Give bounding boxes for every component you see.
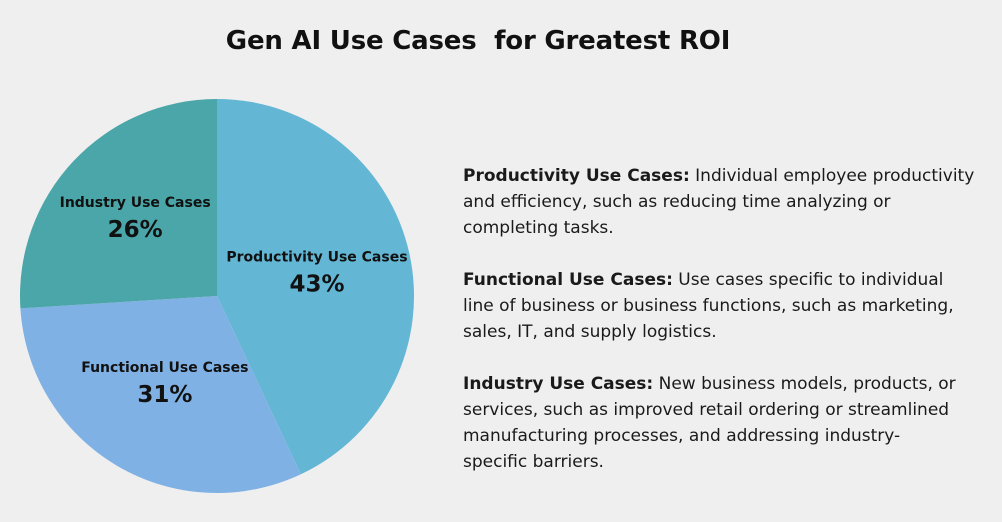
description-text: services, such as improved retail orderi… xyxy=(463,400,950,420)
slice-value: 26% xyxy=(108,217,163,243)
pie-chart: Productivity Use Cases 43% Functional Use … xyxy=(20,99,414,493)
pie-slice-functional-use-cases xyxy=(20,296,301,493)
description-text: Individual employee productivity xyxy=(689,166,975,186)
slice-value: 43% xyxy=(289,272,344,298)
description-first-line: Functional Use Cases: Use cases specific… xyxy=(463,267,993,293)
description-text: New business models, products, or xyxy=(653,374,956,394)
pie-labels: Productivity Use Cases 43% Functional Use … xyxy=(60,195,408,408)
description-text: specific barriers. xyxy=(463,452,604,472)
pie-slices xyxy=(20,99,414,493)
description-functional: Functional Use Cases: Use cases specific… xyxy=(463,267,993,345)
chart-title: Gen AI Use Cases for Greatest ROI xyxy=(225,26,731,56)
description-text: sales, IT, and supply logistics. xyxy=(463,322,717,342)
description-industry: Industry Use Cases: New business models,… xyxy=(463,371,993,475)
descriptions-panel: Productivity Use Cases: Individual emplo… xyxy=(463,163,993,501)
slice-label: Functional Use Cases xyxy=(81,360,248,376)
slice-label: Productivity Use Cases xyxy=(226,250,407,266)
description-heading: Productivity Use Cases: xyxy=(463,166,690,186)
description-text: Use cases specific to individual xyxy=(672,270,944,290)
description-productivity: Productivity Use Cases: Individual emplo… xyxy=(463,163,993,241)
description-text: line of business or business functions, … xyxy=(463,296,954,316)
pie-slice-productivity-use-cases xyxy=(217,99,414,475)
description-heading: Industry Use Cases: xyxy=(463,374,654,394)
pie-slice-industry-use-cases xyxy=(20,99,217,309)
description-heading: Functional Use Cases: xyxy=(463,270,673,290)
slice-label: Industry Use Cases xyxy=(60,195,211,211)
slice-value: 31% xyxy=(137,382,192,408)
description-text: manufacturing processes, and addressing … xyxy=(463,426,901,446)
description-first-line: Industry Use Cases: New business models,… xyxy=(463,371,993,397)
description-first-line: Productivity Use Cases: Individual emplo… xyxy=(463,163,993,189)
description-text: and efficiency, such as reducing time an… xyxy=(463,192,891,212)
description-text: completing tasks. xyxy=(463,218,614,238)
